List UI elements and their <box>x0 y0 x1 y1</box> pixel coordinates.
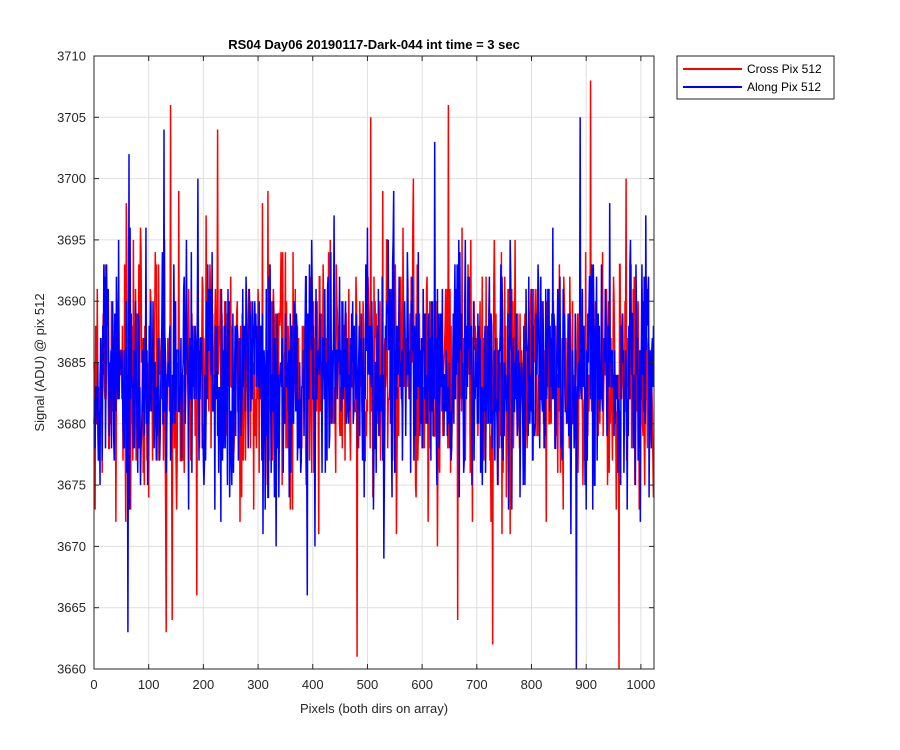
y-tick-label: 3685 <box>57 355 86 370</box>
x-tick-label: 1000 <box>626 677 655 692</box>
x-tick-label: 200 <box>193 677 215 692</box>
y-tick-label: 3680 <box>57 416 86 431</box>
y-tick-label: 3675 <box>57 478 86 493</box>
legend-box <box>676 55 835 100</box>
y-tick-label: 3700 <box>57 171 86 186</box>
x-tick-label: 600 <box>411 677 433 692</box>
x-axis-label: Pixels (both dirs on array) <box>300 701 448 716</box>
series-line-along-pix-512 <box>93 117 655 670</box>
x-tick-label: 500 <box>357 677 379 692</box>
x-tick-label: 400 <box>302 677 324 692</box>
y-tick-label: 3695 <box>57 232 86 247</box>
legend: Cross Pix 512 Along Pix 512 <box>676 55 835 100</box>
y-tick-label: 3660 <box>57 662 86 677</box>
x-tick-label: 100 <box>138 677 160 692</box>
series-layer <box>93 80 655 670</box>
y-axis-label: Signal (ADU) @ pix 512 <box>32 293 47 431</box>
chart-title: RS04 Day06 20190117-Dark-044 int time = … <box>228 37 520 52</box>
x-tick-label: 800 <box>521 677 543 692</box>
x-tick-label: 0 <box>90 677 97 692</box>
legend-label-along: Along Pix 512 <box>747 80 821 94</box>
y-tick-label: 3690 <box>57 294 86 309</box>
x-tick-label: 900 <box>575 677 597 692</box>
axis-ticks: 0 100 200 300 400 500 600 700 800 900 1000 3660 3665… <box>57 49 655 693</box>
y-tick-label: 3705 <box>57 110 86 125</box>
x-tick-label: 300 <box>247 677 269 692</box>
y-tick-label: 3670 <box>57 539 86 554</box>
y-tick-label: 3710 <box>57 49 86 64</box>
y-tick-label: 3665 <box>57 600 86 615</box>
legend-label-cross: Cross Pix 512 <box>747 62 822 76</box>
x-tick-label: 700 <box>466 677 488 692</box>
